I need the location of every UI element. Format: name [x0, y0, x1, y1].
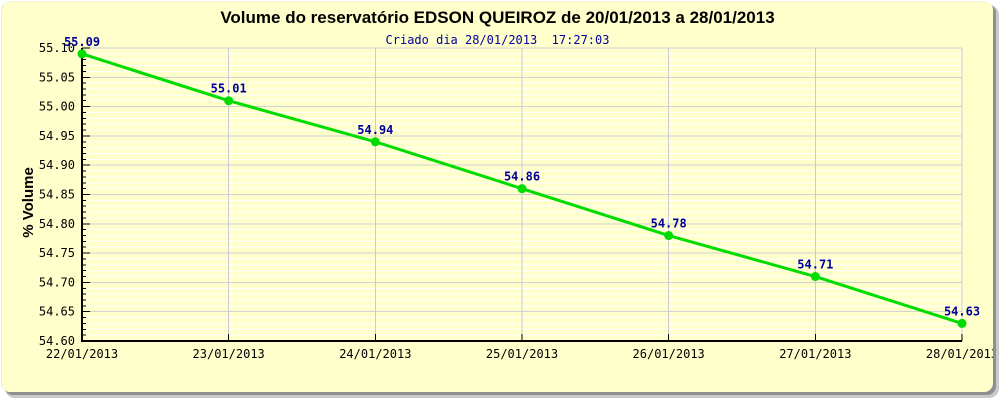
x-tick-labels: 22/01/2013 23/01/2013 24/01/2013 25/01/2013…	[46, 347, 993, 361]
x-tick-label: 24/01/2013	[339, 347, 411, 361]
data-point-marker	[517, 184, 527, 194]
y-tick-label: 54.95	[39, 129, 75, 143]
data-point-marker	[957, 318, 967, 328]
x-tick-label: 26/01/2013	[633, 347, 705, 361]
data-point-label: 54.86	[504, 170, 540, 184]
data-series: 55.09 55.01 54.94 54.86 54.78 54.71 54.63	[64, 35, 980, 328]
y-tick-label: 55.05	[39, 70, 75, 84]
x-tick-label: 23/01/2013	[193, 347, 265, 361]
y-tick-label: 54.65	[39, 305, 75, 319]
data-point-marker	[77, 49, 87, 59]
x-tick-label: 27/01/2013	[779, 347, 851, 361]
data-point-label: 54.78	[651, 217, 687, 231]
vertical-gridlines	[228, 48, 963, 341]
axes	[81, 47, 963, 342]
y-tick-label: 54.85	[39, 188, 75, 202]
x-tick-label: 28/01/2013	[926, 347, 993, 361]
y-axis-title: % Volume	[20, 167, 37, 238]
chart-subtitle: Criado dia 28/01/2013 17:27:03	[385, 33, 610, 47]
chart-title: Volume do reservatório EDSON QUEIROZ de …	[220, 8, 775, 27]
data-point-label: 55.01	[211, 82, 247, 96]
x-tick-label: 25/01/2013	[486, 347, 558, 361]
y-tick-label: 54.60	[39, 334, 75, 348]
chart-frame: Volume do reservatório EDSON QUEIROZ de …	[1, 1, 993, 392]
x-tick-label: 22/01/2013	[46, 347, 118, 361]
y-tick-label: 55.00	[39, 100, 75, 114]
y-tick-label: 54.70	[39, 275, 75, 289]
y-tick-labels: 54.60 54.65 54.70 54.75 54.80 54.85 54.90 54.95…	[39, 41, 75, 348]
y-tick-label: 55.10	[39, 41, 75, 55]
data-point-label: 54.94	[357, 123, 393, 137]
y-tick-label: 54.90	[39, 158, 75, 172]
data-point-marker	[664, 231, 674, 241]
data-point-marker	[370, 137, 380, 147]
data-point-label: 55.09	[64, 35, 100, 49]
data-point-marker	[224, 96, 234, 106]
data-point-marker	[810, 272, 820, 282]
data-point-label: 54.71	[797, 258, 833, 272]
y-tick-label: 54.75	[39, 246, 75, 260]
chart-canvas: 54.60 54.65 54.70 54.75 54.80 54.85 54.90 54.95…	[20, 35, 993, 361]
data-point-label: 54.63	[944, 304, 980, 318]
y-tick-label: 54.80	[39, 217, 75, 231]
